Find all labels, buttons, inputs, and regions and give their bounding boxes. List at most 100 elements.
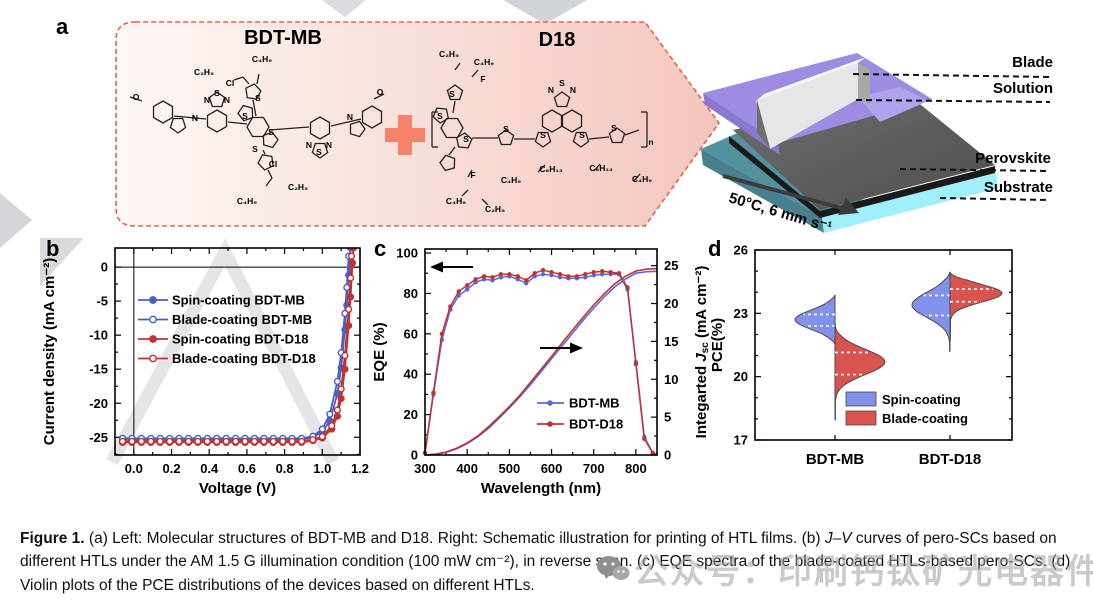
panel-label-b: b [46,236,60,261]
layer-label: Perovskite [975,150,1051,167]
y-tick-label: 26 [734,243,748,258]
panel-b-jv-chart: 0.0 0.2 0.4 0.6 0.8 1.0 1.2 0 -5 -10 -15 -20 -25 Volt… [41,247,369,497]
molecule-label: Cl [226,78,235,88]
violin-BDT-D18-Spin-coating [911,271,951,352]
panel-label-c: c [374,236,387,261]
molecule-label: S [540,130,546,140]
x-tick-label: 800 [625,461,647,476]
x-tick-label: 0.8 [276,461,294,476]
blade-bevel [757,100,770,148]
x-tick-label: 1.0 [313,461,331,476]
y-tick-label: -5 [96,294,108,309]
y-right-tick-label: 5 [664,410,671,425]
caption-segment: curves of pero-SCs based on different HT… [20,530,1071,594]
y-tick-label: -10 [89,328,108,343]
watermark-wedge-icon [40,238,84,286]
molecule-label: N [192,113,198,123]
x-tick-label: 500 [499,461,521,476]
molecule-label: C₂H₅ [194,67,214,77]
watermark-caret-icon [106,238,339,466]
violin-BDT-MB-Blade-coating [834,324,886,421]
solution-meniscus [858,87,928,122]
molecule-label: S [611,123,617,133]
plus-icon [385,115,425,155]
figure-caption: Figure 1. (a) Left: Molecular structures… [20,527,1076,597]
y-left-tick-label: 40 [404,367,418,382]
layer-label: Solution [993,80,1053,97]
molecule-label: N [548,85,554,95]
jv-series [118,252,356,445]
violin-BDT-D18-Blade-coating [949,272,1003,341]
y-tick-label: 23 [734,306,748,321]
y-tick-label: -15 [89,362,108,377]
y-right-tick-label: 10 [664,372,678,387]
layer-label: Blade [1012,54,1053,71]
y-tick-label: 0 [101,260,108,275]
layer-label: Substrate [984,179,1053,196]
legend-entry: Spin-coating BDT-D18 [172,332,309,347]
y-axis-label: Current density (mA cm⁻²) [41,258,58,445]
category-label: BDT-D18 [919,451,982,468]
molecule-label: F [480,74,485,84]
coating-direction-arrow [722,174,846,211]
panel-label-a: a [56,14,69,39]
y-left-tick-label: 80 [404,286,418,301]
category-label: BDT-MB [806,451,864,468]
molecule-label: N [204,95,210,105]
molecule-label: C₂H₅ [485,204,505,214]
x-tick-label: 0.0 [125,461,143,476]
legend-entry: Blade-coating BDT-D18 [172,351,316,366]
x-tick-label: 0.6 [238,461,256,476]
y-tick-label: 20 [734,369,748,384]
molecule-label: S [449,89,455,99]
watermark-wedge-icon [0,193,32,248]
y-left-tick-label: 20 [404,407,418,422]
molecule-label: S [503,124,509,134]
leader-line [855,99,1051,103]
molecule-label: N [306,140,312,150]
molecule-label: S [579,130,585,140]
x-axis-label: Wavelength (nm) [481,480,601,497]
plot-frame [114,247,361,456]
x-tick-label: 0.4 [200,461,219,476]
y-right-tick-label: 15 [664,334,678,349]
y-left-tick-label: 60 [404,326,418,341]
molecule-title-bdtmb: BDT-MB [244,27,322,49]
x-axis-label: Voltage (V) [199,480,276,497]
jv-series [118,252,353,442]
molecule-label: S [463,134,469,144]
y-right-tick-label: 25 [664,258,678,273]
molecule-label: n [648,137,653,147]
blade-top [756,57,866,101]
solution-front [703,93,780,155]
molecule-label: N [326,140,332,150]
leader-line [899,168,1049,172]
x-tick-label: 600 [541,461,563,476]
panel-d-violin-chart: 17 20 23 26 PCE(%) BDT-MB BDT-D18 Spin-coating B… [709,243,1013,468]
right-arrow-icon [570,342,583,354]
y-right-tick-label: 0 [664,448,671,463]
molecule-label: S [214,88,220,98]
perovskite-edge [820,166,995,218]
leader-line [939,197,1051,201]
y-tick-label: -25 [89,430,108,445]
molecule-label: N [570,85,576,95]
watermark-chevron-icon [322,0,366,17]
molecule-label: N [224,95,230,105]
violin-BDT-MB-Spin-coating [794,294,836,345]
molecule-label: C₆H₁₃ [589,163,613,173]
jsc-series [424,267,658,456]
molecule-label: O [133,92,140,102]
x-tick-label: 1.2 [351,461,369,476]
panel-label-d: d [708,236,722,261]
substrate-side [822,172,998,233]
legend-entry: BDT-MB [569,396,620,411]
blade-front [756,63,858,149]
arrowhead-icon [838,198,859,215]
molecule-label: C₄H₉ [237,196,257,206]
legend-swatch [845,391,877,407]
panel-c-eqe-chart: 300 400 500 600 700 800 0 20 40 60 80 100 0 5 10 15 20 25… [371,246,711,497]
